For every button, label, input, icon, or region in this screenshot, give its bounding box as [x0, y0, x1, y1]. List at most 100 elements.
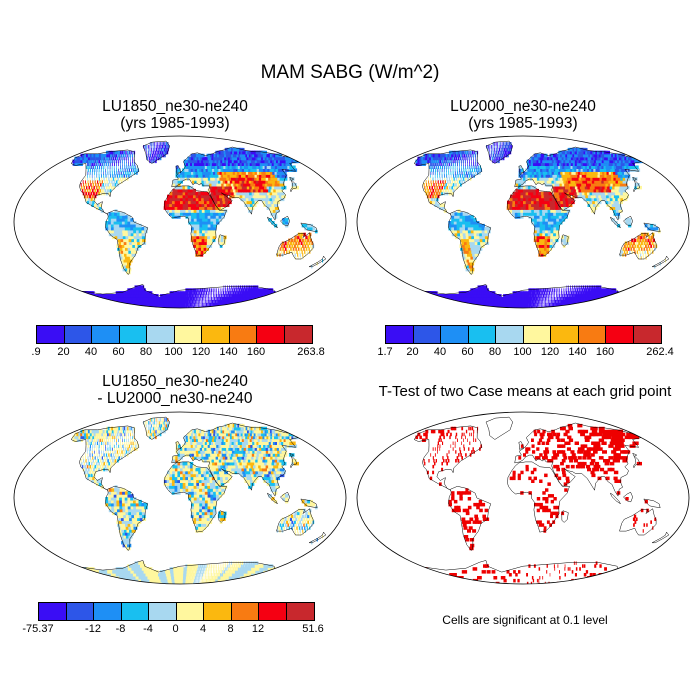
grid-cell — [459, 212, 463, 216]
grid-cell — [153, 159, 155, 164]
grid-cell — [470, 305, 477, 308]
grid-cell — [174, 212, 178, 216]
grid-cell — [431, 159, 434, 164]
grid-cell — [183, 159, 187, 164]
grid-cell — [171, 291, 174, 295]
grid-cell — [134, 238, 138, 243]
grid-cell — [448, 165, 450, 169]
grid-cell — [115, 177, 117, 181]
grid-cell — [484, 235, 489, 240]
grid-cell — [226, 288, 228, 292]
grid-cell — [220, 174, 225, 178]
grid-cell — [526, 300, 528, 304]
grid-cell — [530, 188, 534, 193]
grid-cell — [249, 300, 254, 304]
grid-cell — [216, 183, 221, 187]
grid-cell — [599, 291, 602, 295]
grid-cell — [130, 226, 134, 231]
grid-cell — [110, 159, 112, 164]
grid-cell — [182, 212, 187, 216]
grid-cell — [231, 300, 234, 304]
grid-cell — [467, 267, 473, 272]
grid-cell — [197, 171, 201, 175]
grid-cell — [116, 165, 117, 169]
grid-cell — [112, 183, 114, 187]
grid-cell — [561, 291, 562, 295]
grid-cell — [587, 194, 592, 199]
grid-cell — [174, 302, 177, 307]
grid-cell — [599, 285, 602, 289]
grid-cell — [532, 159, 536, 164]
grid-cell — [535, 162, 539, 166]
grid-cell — [598, 294, 602, 298]
grid-cell — [523, 174, 526, 178]
grid-cell — [433, 183, 435, 187]
grid-cell — [572, 305, 576, 308]
grid-cell — [520, 200, 524, 205]
grid-cell — [126, 159, 127, 164]
grid-cell — [539, 221, 543, 225]
grid-cell — [542, 212, 546, 216]
grid-cell — [284, 241, 287, 245]
grid-cell — [567, 291, 569, 295]
grid-cell — [196, 156, 200, 161]
grid-cell — [527, 174, 531, 178]
grid-cell — [536, 226, 541, 231]
grid-cell — [620, 197, 625, 202]
grid-cell — [251, 191, 256, 196]
grid-cell — [118, 250, 123, 254]
grid-cell — [444, 162, 446, 166]
grid-cell — [536, 203, 540, 207]
grid-cell — [607, 191, 612, 196]
grid-cell — [600, 183, 606, 187]
grid-cell — [173, 302, 176, 307]
grid-cell — [538, 302, 540, 307]
grid-cell — [255, 194, 260, 199]
grid-cell — [197, 162, 202, 166]
grid-cell — [249, 200, 254, 205]
grid-cell — [585, 194, 590, 199]
grid-cell — [476, 171, 479, 175]
grid-cell — [121, 259, 126, 263]
grid-cell — [549, 294, 551, 298]
grid-cell — [135, 226, 140, 231]
grid-cell — [523, 305, 525, 308]
grid-cell — [574, 297, 577, 301]
grid-cell — [531, 300, 534, 304]
grid-cell — [454, 168, 456, 172]
grid-cell — [521, 291, 524, 295]
grid-cell — [195, 153, 200, 158]
grid-cell — [546, 168, 550, 172]
grid-cell — [297, 247, 300, 251]
grid-cell — [133, 229, 137, 234]
grid-cell — [191, 226, 195, 231]
grid-cell — [247, 194, 252, 199]
grid-cell — [465, 256, 470, 260]
grid-cell — [432, 171, 434, 175]
grid-cell — [190, 162, 193, 166]
grid-cell — [629, 250, 631, 254]
grid-cell — [101, 300, 109, 304]
coastline-greenland — [142, 140, 170, 164]
grid-cell — [539, 300, 541, 304]
grid-cell — [575, 300, 579, 304]
grid-cell — [571, 294, 574, 298]
grid-cell — [507, 150, 510, 155]
grid-cell — [116, 168, 117, 172]
grid-cell — [91, 300, 99, 304]
grid-cell — [597, 302, 602, 307]
grid-cell — [196, 288, 198, 292]
grid-cell — [199, 206, 203, 210]
grid-cell — [172, 194, 176, 199]
grid-cell — [553, 223, 557, 228]
grid-cell — [452, 162, 454, 166]
grid-cell — [101, 177, 103, 181]
grid-cell — [117, 247, 122, 251]
grid-cell — [85, 191, 88, 196]
grid-cell — [207, 229, 211, 234]
grid-cell — [185, 300, 188, 304]
grid-cell — [278, 168, 284, 172]
grid-cell — [473, 223, 477, 228]
grid-cell — [153, 153, 155, 158]
grid-cell — [163, 203, 168, 207]
